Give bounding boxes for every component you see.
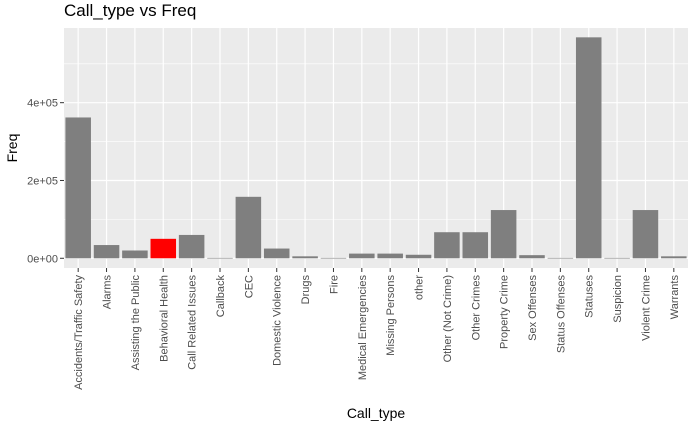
bar-property-crime — [490, 210, 517, 259]
x-tick-label: Domestic Violence — [272, 275, 284, 366]
bar-alarms — [93, 245, 120, 259]
bar-callback — [207, 257, 233, 259]
y-axis-title: Freq — [4, 134, 20, 163]
bar-missing-persons — [377, 253, 403, 259]
chart-title: Call_type vs Freq — [64, 1, 197, 20]
bar-call-related-issues — [178, 234, 205, 259]
x-tick-label: Warrants — [669, 275, 681, 320]
x-tick-label: Accidents/Traffic Safety — [73, 275, 85, 390]
x-tick-label: Alarms — [102, 275, 114, 310]
x-tick-label: Behavioral Health — [158, 275, 170, 362]
x-tick-label: Missing Persons — [385, 275, 397, 356]
bar-accidents-traffic-safety — [65, 117, 91, 259]
x-tick-label: Violent Crime — [640, 275, 652, 341]
x-tick-label: Statuses — [584, 275, 596, 318]
bar-sex-offenses — [519, 255, 545, 259]
x-tick-label: Call Related Issues — [187, 275, 199, 370]
x-tick-label: Suspicion — [612, 275, 624, 323]
x-tick-label: other — [414, 275, 426, 300]
bar-fire — [320, 257, 347, 259]
x-tick-label: Other Crimes — [470, 275, 482, 341]
bar-other — [405, 254, 432, 259]
x-axis-title: Call_type — [347, 405, 406, 421]
bar-medical-emergencies — [349, 253, 375, 259]
x-tick-label: Drugs — [300, 275, 312, 305]
x-tick-label: Fire — [328, 275, 340, 294]
x-tick-label: Other (Not Crime) — [442, 275, 454, 362]
x-tick-label: Property Crime — [499, 275, 511, 349]
x-axis: Accidents/Traffic Safety Alarms Assisting … — [73, 268, 681, 390]
bar-other-not-crime — [434, 232, 460, 259]
y-tick-label: 2e+05 — [27, 175, 58, 187]
bar-warrants — [661, 256, 687, 259]
x-tick-label: CEC — [243, 275, 255, 298]
bar-status-offenses — [547, 257, 574, 259]
bar-assisting-the-public — [122, 250, 148, 259]
x-tick-label: Medical Emergencies — [357, 275, 369, 381]
y-tick-label: 4e+05 — [27, 98, 58, 110]
bar-drugs — [292, 256, 318, 259]
y-tick-label: 0e+00 — [27, 253, 58, 265]
bar-behavioral-health — [150, 238, 177, 259]
bars — [65, 37, 687, 259]
bar-suspicion — [604, 257, 630, 259]
bar-statuses — [575, 37, 602, 259]
bar-other-crimes — [462, 232, 489, 259]
bar-cec — [235, 196, 262, 259]
bar-domestic-violence — [263, 248, 290, 259]
x-tick-label: Status Offenses — [555, 275, 567, 354]
x-tick-label: Assisting the Public — [130, 275, 142, 371]
bar-violent-crime — [632, 210, 659, 259]
x-tick-label: Sex Offenses — [527, 275, 539, 341]
x-tick-label: Callback — [215, 275, 227, 318]
y-axis: 0e+00 2e+05 4e+05 — [27, 98, 64, 265]
